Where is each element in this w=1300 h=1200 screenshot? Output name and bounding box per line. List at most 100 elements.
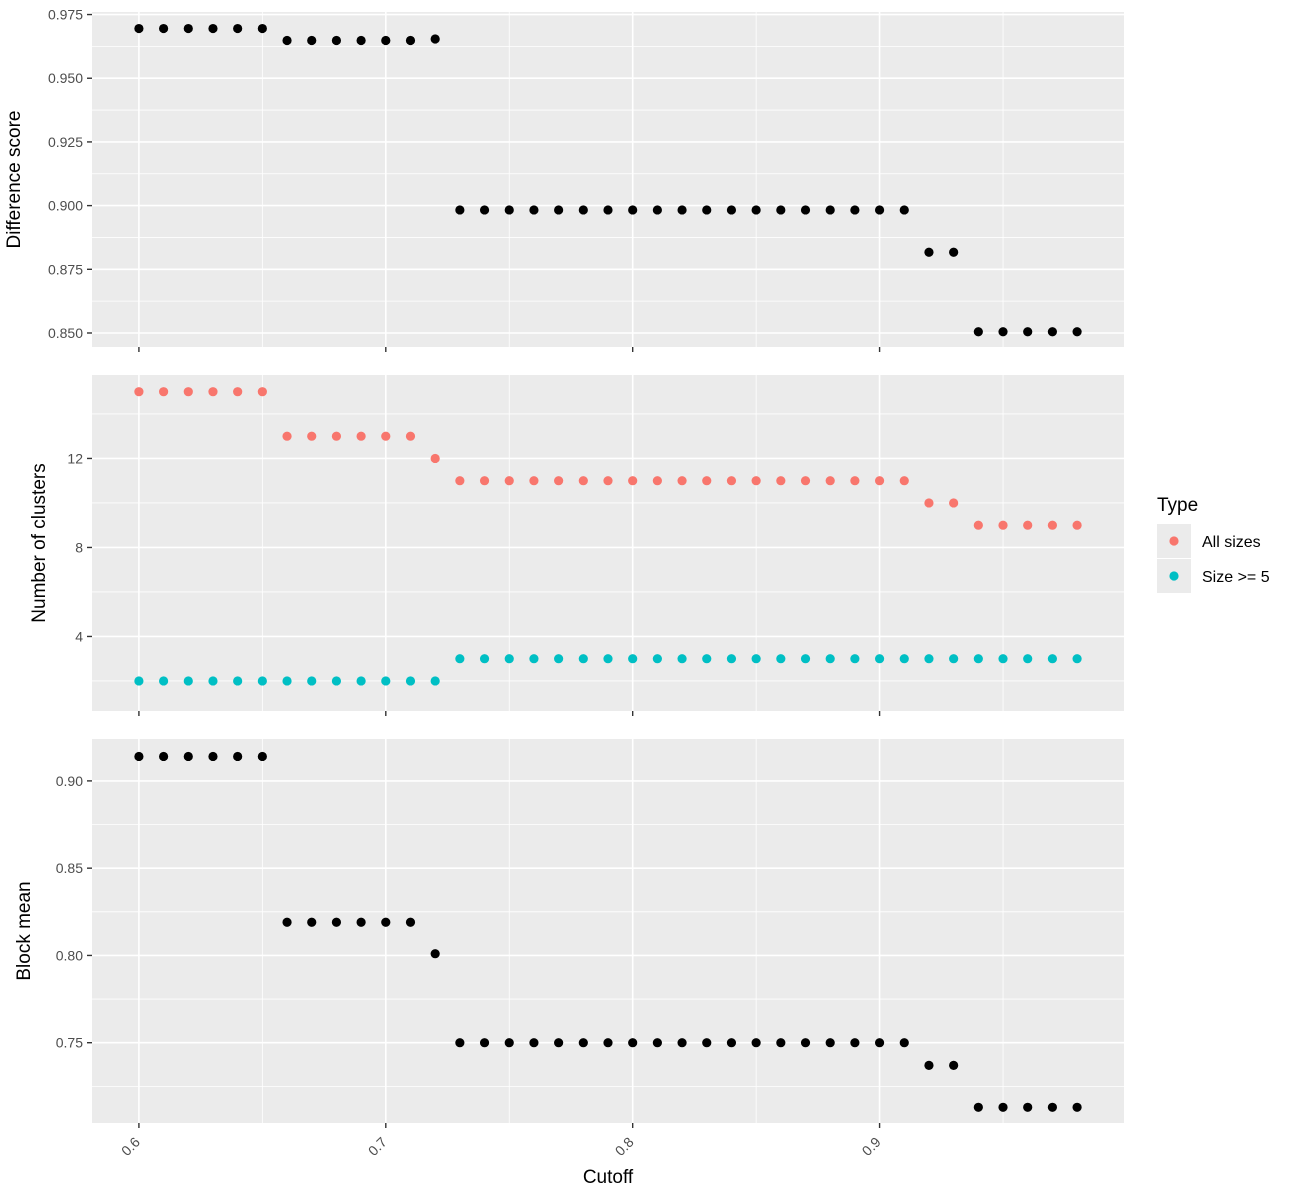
data-point bbox=[998, 327, 1008, 337]
panel-1: 0.850 0.875 0.900 0.925 0.950 0.975 Difference… bbox=[4, 7, 1124, 352]
data-point bbox=[381, 676, 391, 686]
data-point bbox=[331, 917, 342, 927]
x-tick-label: 0.8 bbox=[612, 1134, 637, 1159]
data-point bbox=[1072, 327, 1082, 337]
data-point bbox=[381, 431, 391, 441]
data-point bbox=[282, 35, 292, 46]
y-tick-label: 8 bbox=[75, 539, 83, 555]
data-point bbox=[998, 1102, 1008, 1112]
data-point bbox=[282, 676, 292, 686]
data-point bbox=[1072, 520, 1082, 530]
data-point bbox=[455, 205, 465, 215]
data-point bbox=[134, 676, 144, 686]
data-point bbox=[1072, 1102, 1082, 1112]
legend: Type All sizes Size >= 5 bbox=[1157, 495, 1270, 593]
legend-marker bbox=[1169, 536, 1179, 546]
data-point bbox=[479, 476, 490, 486]
panel-2: 4 8 12 Number of clusters bbox=[29, 375, 1124, 716]
data-point bbox=[356, 35, 366, 46]
data-point bbox=[504, 205, 514, 215]
data-point bbox=[628, 476, 638, 486]
data-point bbox=[331, 431, 342, 441]
legend-marker bbox=[1169, 571, 1179, 581]
data-point bbox=[529, 205, 539, 215]
data-point bbox=[776, 205, 786, 215]
data-point bbox=[455, 654, 465, 664]
data-point bbox=[899, 205, 909, 215]
data-point bbox=[208, 751, 218, 762]
data-point bbox=[134, 387, 144, 397]
y-tick-label: 0.90 bbox=[56, 773, 83, 789]
data-point bbox=[554, 1038, 564, 1048]
data-point bbox=[850, 654, 860, 664]
data-point bbox=[825, 654, 835, 664]
data-point bbox=[331, 35, 342, 46]
data-point bbox=[924, 498, 934, 508]
y-tick-label: 0.85 bbox=[56, 860, 83, 876]
data-point bbox=[578, 654, 588, 664]
data-point bbox=[726, 654, 737, 664]
data-point bbox=[430, 34, 440, 44]
data-point bbox=[702, 1038, 712, 1048]
data-point bbox=[677, 1038, 687, 1048]
y-tick-label: 0.950 bbox=[48, 70, 83, 86]
data-point bbox=[405, 431, 416, 441]
data-point bbox=[257, 387, 267, 397]
data-point bbox=[455, 476, 465, 486]
panel-background bbox=[92, 12, 1124, 347]
data-point bbox=[405, 917, 416, 927]
data-point bbox=[998, 654, 1008, 664]
data-point bbox=[1023, 654, 1033, 664]
data-point bbox=[800, 205, 811, 215]
data-point bbox=[751, 654, 761, 664]
data-point bbox=[158, 676, 169, 686]
data-point bbox=[504, 476, 514, 486]
data-point bbox=[282, 917, 292, 927]
data-point bbox=[554, 654, 564, 664]
data-point bbox=[1023, 520, 1033, 530]
data-point bbox=[578, 476, 588, 486]
data-point bbox=[677, 205, 687, 215]
data-point bbox=[949, 1060, 959, 1070]
y-tick-label: 4 bbox=[75, 628, 83, 644]
data-point bbox=[504, 1038, 514, 1048]
data-point bbox=[208, 23, 218, 34]
data-point bbox=[578, 205, 588, 215]
data-point bbox=[307, 431, 317, 441]
data-point bbox=[1047, 654, 1058, 664]
data-point bbox=[183, 676, 193, 686]
series-1 bbox=[134, 23, 1082, 337]
data-point bbox=[726, 476, 737, 486]
data-point bbox=[751, 476, 761, 486]
data-point bbox=[356, 676, 366, 686]
y-axis-title: Number of clusters bbox=[29, 463, 50, 622]
data-point bbox=[998, 520, 1008, 530]
series-1 bbox=[134, 751, 1082, 1112]
data-point bbox=[899, 476, 909, 486]
data-point bbox=[702, 654, 712, 664]
series-1 bbox=[134, 387, 1082, 530]
data-point bbox=[529, 1038, 539, 1048]
data-point bbox=[702, 476, 712, 486]
x-tick-label: 0.6 bbox=[118, 1134, 143, 1159]
data-point bbox=[850, 1038, 860, 1048]
data-point bbox=[973, 1102, 983, 1112]
data-point bbox=[257, 676, 267, 686]
data-point bbox=[430, 949, 440, 959]
data-point bbox=[776, 476, 786, 486]
data-point bbox=[455, 1038, 465, 1048]
data-point bbox=[677, 654, 687, 664]
y-tick-label: 0.900 bbox=[48, 198, 83, 214]
data-point bbox=[776, 1038, 786, 1048]
data-point bbox=[479, 654, 490, 664]
data-point bbox=[233, 387, 243, 397]
data-point bbox=[973, 327, 983, 337]
data-point bbox=[677, 476, 687, 486]
data-point bbox=[874, 205, 885, 215]
data-point bbox=[850, 476, 860, 486]
y-tick-label: 0.850 bbox=[48, 325, 83, 341]
data-point bbox=[183, 23, 193, 34]
y-tick-label: 0.925 bbox=[48, 134, 83, 150]
data-point bbox=[652, 1038, 662, 1048]
panels: 0.850 0.875 0.900 0.925 0.950 0.975 Difference… bbox=[4, 7, 1124, 1128]
